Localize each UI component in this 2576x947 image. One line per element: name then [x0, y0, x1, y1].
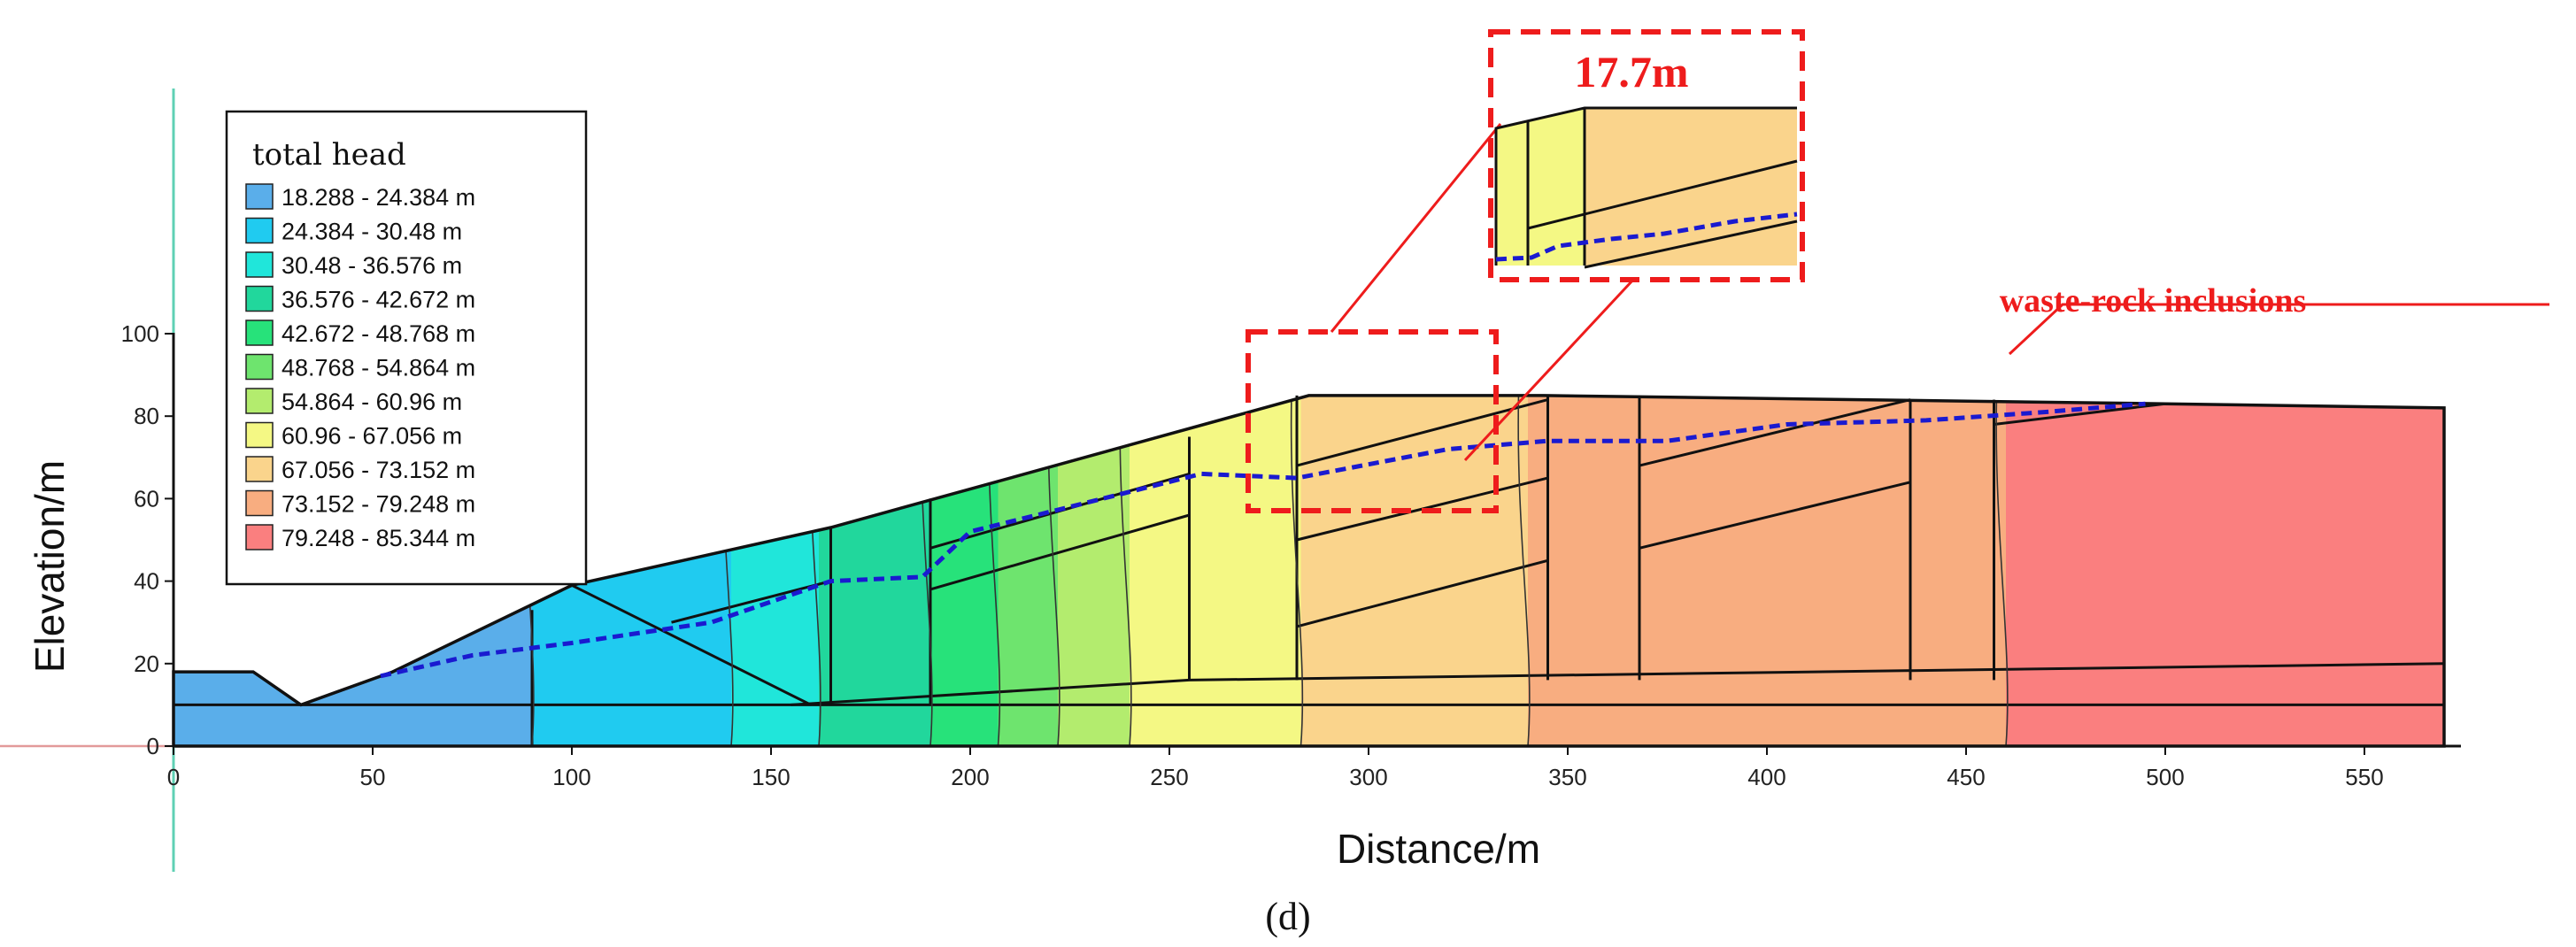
head-zone-3: [819, 395, 931, 746]
legend-swatch-6: [245, 388, 274, 414]
phreatic-line: [380, 401, 2146, 679]
y-tick-label-2: 40: [134, 568, 159, 595]
inset-drain-upper: [1527, 159, 1798, 230]
waste-rock-leader: [2008, 303, 2549, 356]
legend-swatch-1: [245, 217, 274, 244]
legend-label-1: 24.384 - 30.48 m: [282, 219, 462, 245]
x-ticks: 0 50 100 150 200 250 300 350 400 450 500 550: [167, 746, 2384, 790]
head-zone-7: [1130, 395, 1302, 746]
legend-swatch-0: [245, 183, 274, 210]
x-tick-label-5: 250: [1150, 764, 1188, 790]
head-zone-5: [998, 395, 1059, 746]
y-tick-label-5: 100: [121, 320, 159, 347]
x-tick-label-2: 100: [552, 764, 590, 790]
legend-swatch-3: [245, 285, 274, 312]
boundary-line-19: [1639, 481, 1911, 550]
boundary-line-18: [1296, 558, 1548, 628]
x-tick-label-4: 200: [951, 764, 989, 790]
boundary-line-20: [1639, 398, 1911, 467]
boundary-line-16: [1296, 398, 1548, 467]
legend-frame: [225, 110, 588, 586]
legend-swatch-9: [245, 489, 274, 517]
inset-width-label: 17.7m: [1574, 47, 1688, 96]
zoom-inset-box: [1488, 29, 1805, 282]
y-tick-label-1: 20: [134, 651, 159, 677]
x-tick-label-10: 500: [2146, 764, 2184, 790]
axes: [0, 89, 2461, 872]
x-tick-label-6: 300: [1349, 764, 1387, 790]
legend-swatch-4: [245, 320, 274, 346]
legend-label-7: 60.96 - 67.056 m: [282, 423, 462, 450]
inset-phreatic-line: [1495, 212, 1798, 262]
x-tick-label-3: 150: [752, 764, 790, 790]
boundary-line-23: [791, 678, 1190, 706]
legend-swatch-7: [245, 421, 274, 449]
inset-drain-lower: [1584, 219, 1798, 269]
x-tick-label-7: 350: [1548, 764, 1586, 790]
boundary-line-13: [671, 580, 831, 624]
x-tick-label-0: 0: [167, 764, 180, 790]
equipotential-line-7: [1290, 395, 1304, 746]
legend-label-4: 42.672 - 48.768 m: [282, 320, 475, 347]
legend-title: total head: [252, 137, 406, 173]
x-tick-label-11: 550: [2345, 764, 2383, 790]
boundary-line-22: [1189, 662, 2445, 681]
zoom-inset: [1494, 106, 1798, 269]
legend-swatch-8: [245, 456, 274, 482]
x-tick-label-9: 450: [1947, 764, 1985, 790]
zoom-leader-right: [1463, 278, 1635, 462]
y-tick-label-3: 60: [134, 485, 159, 512]
inset-outline: [1494, 106, 1797, 266]
legend-label-3: 36.576 - 42.672 m: [282, 287, 475, 313]
zoom-annotation: [1246, 29, 1805, 513]
figure-caption: (d): [1265, 895, 1310, 938]
x-tick-label-1: 50: [360, 764, 386, 790]
y-axis-title: Elevation/m: [27, 460, 73, 673]
zoom-leader-left: [1330, 123, 1502, 333]
y-tick-label-0: 0: [147, 733, 159, 759]
zoom-source-box: [1246, 329, 1499, 513]
legend-label-8: 67.056 - 73.152 m: [282, 457, 475, 483]
equipotential-line-8: [1517, 395, 1531, 746]
legend: total head 18.288 - 24.384 m 24.384 - 30.…: [225, 110, 588, 586]
legend-label-10: 79.248 - 85.344 m: [282, 525, 475, 551]
equipotential-line-9: [1995, 395, 2009, 746]
y-tick-label-4: 80: [134, 403, 159, 429]
boundary-line-3: [571, 583, 812, 706]
legend-label-9: 73.152 - 79.248 m: [282, 491, 475, 518]
legend-label-6: 54.864 - 60.96 m: [282, 389, 462, 415]
head-zone-10: [2006, 395, 2444, 746]
legend-label-5: 48.768 - 54.864 m: [282, 355, 475, 381]
boundary-line-21: [1994, 402, 2166, 426]
y-ticks: 0 20 40 60 80 100: [121, 320, 174, 759]
boundary-line-14: [929, 513, 1190, 591]
head-zone-9: [1528, 395, 2007, 746]
waste-rock-label: waste-rock inclusions: [2000, 282, 2307, 320]
legend-swatch-10: [245, 524, 274, 550]
inset-zone-yellow: [1496, 108, 1585, 266]
x-axis-title: Distance/m: [1337, 826, 1540, 872]
legend-label-2: 30.48 - 36.576 m: [282, 252, 462, 279]
x-tick-label-8: 400: [1747, 764, 1785, 790]
legend-swatch-5: [245, 353, 274, 381]
legend-swatch-2: [245, 251, 274, 278]
legend-items: 18.288 - 24.384 m 24.384 - 30.48 m 30.48 -…: [245, 183, 475, 551]
legend-label-0: 18.288 - 24.384 m: [282, 184, 475, 211]
